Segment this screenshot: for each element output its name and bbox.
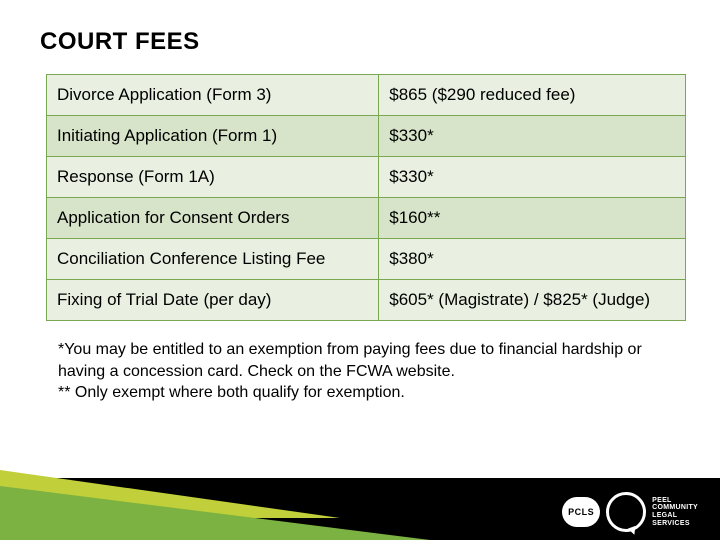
footnote: *You may be entitled to an exemption fro… xyxy=(58,339,680,404)
fees-table: Divorce Application (Form 3) $865 ($290 … xyxy=(46,74,686,321)
fee-amount: $160** xyxy=(379,198,686,239)
brand-logo: PCLS PEEL COMMUNITY LEGAL SERVICES xyxy=(562,492,698,532)
table-row: Divorce Application (Form 3) $865 ($290 … xyxy=(47,75,686,116)
fee-item: Conciliation Conference Listing Fee xyxy=(47,239,379,280)
table-row: Initiating Application (Form 1) $330* xyxy=(47,116,686,157)
logo-text-line: PEEL xyxy=(652,497,671,504)
fee-item: Application for Consent Orders xyxy=(47,198,379,239)
fee-amount: $330* xyxy=(379,116,686,157)
fee-amount: $330* xyxy=(379,157,686,198)
fee-amount: $380* xyxy=(379,239,686,280)
logo-text: PEEL COMMUNITY LEGAL SERVICES xyxy=(652,497,698,528)
fee-amount: $605* (Magistrate) / $825* (Judge) xyxy=(379,280,686,321)
table-row: Fixing of Trial Date (per day) $605* (Ma… xyxy=(47,280,686,321)
table-row: Response (Form 1A) $330* xyxy=(47,157,686,198)
logo-badge: PCLS xyxy=(562,497,600,527)
footnote-line: *You may be entitled to an exemption fro… xyxy=(58,341,642,380)
logo-text-line: LEGAL xyxy=(652,512,677,519)
logo-text-line: SERVICES xyxy=(652,520,690,527)
logo-text-line: COMMUNITY xyxy=(652,504,698,511)
footer-accent-green xyxy=(0,486,430,540)
fee-item: Fixing of Trial Date (per day) xyxy=(47,280,379,321)
page-title: COURT FEES xyxy=(40,28,680,56)
fee-amount: $865 ($290 reduced fee) xyxy=(379,75,686,116)
footnote-line: ** Only exempt where both qualify for ex… xyxy=(58,384,405,401)
fee-item: Divorce Application (Form 3) xyxy=(47,75,379,116)
speech-bubble-icon xyxy=(606,492,646,532)
fee-item: Response (Form 1A) xyxy=(47,157,379,198)
fee-item: Initiating Application (Form 1) xyxy=(47,116,379,157)
table-row: Conciliation Conference Listing Fee $380… xyxy=(47,239,686,280)
table-row: Application for Consent Orders $160** xyxy=(47,198,686,239)
